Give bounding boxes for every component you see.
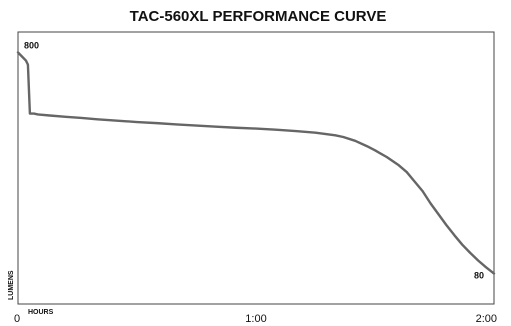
plot-frame [17, 31, 495, 305]
data-label-end: 80 [474, 271, 484, 281]
chart-title: TAC-560XL PERFORMANCE CURVE [130, 8, 387, 25]
data-label-start: 800 [24, 40, 39, 50]
performance-series-line [16, 51, 496, 275]
y-axis-label: LUMENS [8, 270, 15, 300]
x-tick-label: 1:00 [245, 313, 266, 325]
x-tick-label: 0 [14, 313, 20, 325]
x-axis-label: HOURS [28, 309, 54, 316]
series-group [16, 51, 496, 275]
x-tick-group: 0 1:00 2:00 [14, 313, 497, 325]
x-tick-label: 2:00 [476, 313, 497, 325]
data-label-group: 800 80 [24, 40, 484, 280]
